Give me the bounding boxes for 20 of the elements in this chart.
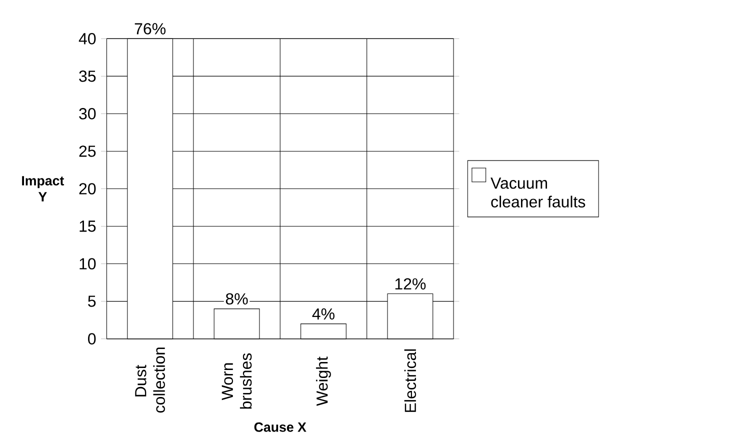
y-tick-label: 35 xyxy=(79,70,96,82)
x-tick-label: Electrical xyxy=(404,349,416,412)
y-tick-label: 0 xyxy=(88,333,96,345)
x-tick-label: Weight xyxy=(316,356,331,406)
y-tick-label: 5 xyxy=(88,296,96,307)
y-tick-label: 10 xyxy=(80,258,96,270)
x-axis-title: Cause X xyxy=(254,422,306,432)
y-axis-title: Impact Y xyxy=(22,176,64,202)
annotation: 4% xyxy=(312,308,334,320)
y-tick-label: 15 xyxy=(80,220,96,232)
annotation: 8% xyxy=(226,293,248,305)
x-tick-label: Dust collection xyxy=(135,348,165,413)
y-tick-label: 30 xyxy=(79,108,96,120)
annotation: 76% xyxy=(134,23,166,34)
annotation: 12% xyxy=(395,278,426,290)
y-tick-label: 40 xyxy=(78,33,96,44)
y-tick-label: 20 xyxy=(79,183,96,194)
y-tick-label: 25 xyxy=(79,146,96,157)
legend-label: Vacuum cleaner faults xyxy=(490,178,586,208)
x-tick-label: Worn brushes xyxy=(222,353,252,409)
